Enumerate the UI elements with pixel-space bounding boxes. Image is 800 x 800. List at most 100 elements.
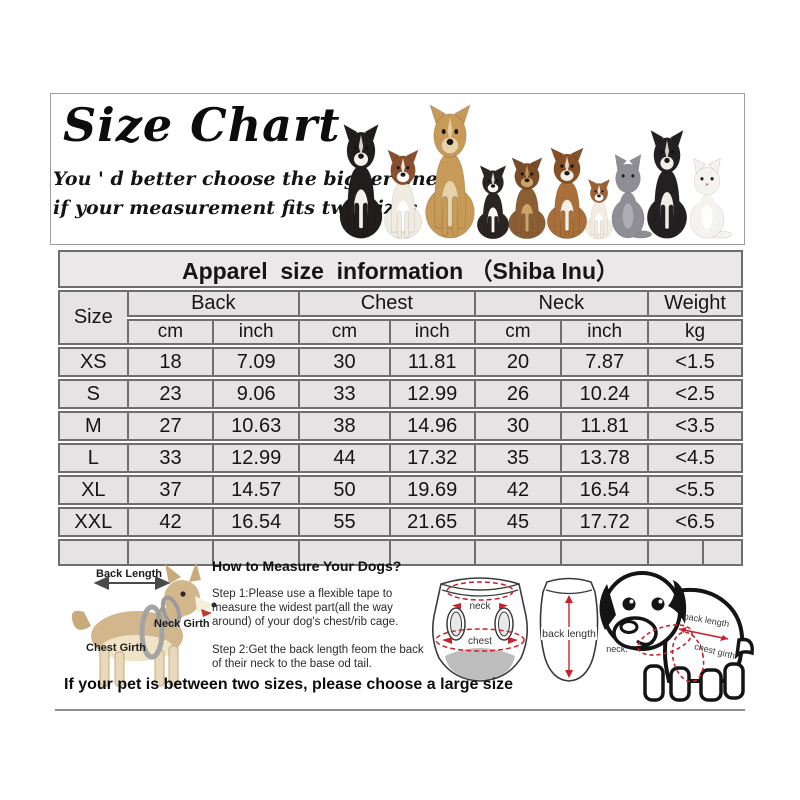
size-table: Apparel size information （Shiba Inu） Siz… bbox=[58, 248, 743, 568]
labrador-retriever-photo bbox=[413, 102, 487, 240]
cell-neck_inch: 11.81 bbox=[560, 411, 648, 441]
cell-chest_cm: 50 bbox=[298, 475, 389, 505]
empty-cell bbox=[560, 539, 648, 566]
chest-measure-overlay: chest bbox=[435, 628, 525, 652]
cell-neck_cm: 45 bbox=[473, 507, 561, 537]
cell-chest_cm: 30 bbox=[298, 347, 389, 377]
table-row: XL 37 14.57 50 19.69 42 16.54 <5.5 bbox=[58, 475, 743, 505]
empty-cell bbox=[298, 539, 389, 566]
cell-weight: <3.5 bbox=[647, 411, 743, 441]
cell-weight: <6.5 bbox=[647, 507, 743, 537]
size-table-body: XS 18 7.09 30 11.81 20 7.87 <1.5 S 23 9.06 33 12.99 2… bbox=[58, 347, 743, 566]
jack-russell-terrier-photo bbox=[375, 148, 431, 240]
table-group-header-row: Size Back Chest Neck Weight bbox=[58, 290, 743, 345]
back-length-label: Back Length bbox=[96, 568, 163, 580]
empty-cell bbox=[388, 539, 474, 566]
dog-icon bbox=[546, 147, 588, 239]
cell-size: XS bbox=[58, 347, 127, 377]
chest-girth-label: Chest Girth bbox=[86, 642, 146, 654]
size-table-wrap: Apparel size information （Shiba Inu） Siz… bbox=[58, 248, 743, 568]
garment-chest-label: chest bbox=[468, 636, 492, 647]
cell-neck_cm: 42 bbox=[473, 475, 561, 505]
table-empty-row bbox=[58, 539, 743, 566]
cell-chest_inch: 14.96 bbox=[388, 411, 474, 441]
table-row: M 27 10.63 38 14.96 30 11.81 <3.5 bbox=[58, 411, 743, 441]
black-white-puppy-photo bbox=[469, 164, 517, 240]
table-title-row: Apparel size information （Shiba Inu） bbox=[58, 250, 743, 288]
cell-back_cm: 27 bbox=[126, 411, 213, 441]
table-row: L 33 12.99 44 17.32 35 13.78 <4.5 bbox=[58, 443, 743, 473]
measure-heading: How to Measure Your Dogs? bbox=[212, 558, 402, 574]
cell-chest_cm: 38 bbox=[298, 411, 389, 441]
col-header-neck: Neck bbox=[473, 290, 648, 317]
animal-photo-strip bbox=[329, 98, 741, 240]
hero-subtitle-line2: if your measurement fits two sizes . bbox=[53, 197, 431, 219]
cell-neck_cm: 26 bbox=[473, 379, 561, 409]
dog-icon bbox=[425, 104, 475, 239]
empty-row-subdivider bbox=[702, 541, 705, 564]
measure-instructions: How to Measure Your Dogs? Step 1:Please … bbox=[212, 558, 430, 685]
dog-icon bbox=[508, 157, 546, 240]
back-length-arrow bbox=[93, 575, 171, 591]
garment-back-diagram: back length bbox=[539, 577, 599, 682]
garment-back-length-label: back length bbox=[542, 628, 596, 640]
french-bulldog-photo bbox=[637, 128, 697, 240]
chihuahua-puppy-photo bbox=[579, 178, 619, 240]
measure-step-2: Step 2:Get the back length feom the back… bbox=[212, 644, 424, 670]
hero-subtitle-line1: You ' d better choose the bigger one bbox=[53, 168, 438, 190]
cell-back_cm: 33 bbox=[126, 443, 213, 473]
hero-box: Size Chart You ' d better choose the big… bbox=[50, 93, 745, 245]
white-persian-cat-photo bbox=[679, 156, 735, 240]
page-title: Size Chart bbox=[63, 98, 341, 152]
garment-neck-label: neck bbox=[469, 601, 491, 612]
unit-neck-inch: inch bbox=[560, 319, 648, 345]
unit-neck-cm: cm bbox=[473, 319, 561, 345]
dog-icon bbox=[476, 165, 510, 240]
shiba-dog-drawing bbox=[71, 562, 217, 687]
unit-back-cm: cm bbox=[126, 319, 213, 345]
empty-cell bbox=[126, 539, 213, 566]
cell-chest_cm: 44 bbox=[298, 443, 389, 473]
cell-neck_inch: 13.78 bbox=[560, 443, 648, 473]
cat-icon bbox=[689, 157, 732, 239]
unit-weight-kg: kg bbox=[647, 319, 743, 345]
col-header-back: Back bbox=[126, 290, 299, 317]
cell-back_inch: 12.99 bbox=[212, 443, 299, 473]
cell-chest_inch: 19.69 bbox=[388, 475, 474, 505]
empty-cell bbox=[473, 539, 561, 566]
cell-neck_inch: 16.54 bbox=[560, 475, 648, 505]
cell-back_inch: 10.63 bbox=[212, 411, 299, 441]
dog-icon bbox=[339, 123, 383, 239]
cell-neck_inch: 7.87 bbox=[560, 347, 648, 377]
cell-size: XL bbox=[58, 475, 127, 505]
cell-neck_inch: 17.72 bbox=[560, 507, 648, 537]
table-row: XXL 42 16.54 55 21.65 45 17.72 <6.5 bbox=[58, 507, 743, 537]
pekingese-puppy-photo bbox=[499, 156, 555, 240]
back-length-measure-overlay: back length bbox=[541, 595, 597, 678]
table-row: XS 18 7.09 30 11.81 20 7.87 <1.5 bbox=[58, 347, 743, 377]
cell-chest_cm: 33 bbox=[298, 379, 389, 409]
cell-back_cm: 18 bbox=[126, 347, 213, 377]
empty-cell bbox=[58, 539, 127, 566]
col-header-weight: Weight bbox=[647, 290, 743, 317]
cell-weight: <1.5 bbox=[647, 347, 743, 377]
cell-neck_cm: 35 bbox=[473, 443, 561, 473]
garment-front-diagram: neck chest bbox=[432, 577, 528, 682]
cell-neck_cm: 30 bbox=[473, 411, 561, 441]
col-header-chest: Chest bbox=[298, 290, 474, 317]
measure-step-1: Step 1:Please use a flexible tape to mea… bbox=[212, 588, 399, 628]
table-title: Apparel size information （Shiba Inu） bbox=[58, 250, 743, 288]
cell-chest_inch: 12.99 bbox=[388, 379, 474, 409]
cell-weight: <5.5 bbox=[647, 475, 743, 505]
cell-neck_inch: 10.24 bbox=[560, 379, 648, 409]
cell-back_inch: 7.09 bbox=[212, 347, 299, 377]
cell-back_cm: 23 bbox=[126, 379, 213, 409]
cell-size: S bbox=[58, 379, 127, 409]
cell-size: XXL bbox=[58, 507, 127, 537]
cell-size: L bbox=[58, 443, 127, 473]
cell-chest_cm: 55 bbox=[298, 507, 389, 537]
harness-straps bbox=[139, 595, 182, 660]
empty-cell bbox=[647, 539, 743, 566]
unit-back-inch: inch bbox=[212, 319, 299, 345]
